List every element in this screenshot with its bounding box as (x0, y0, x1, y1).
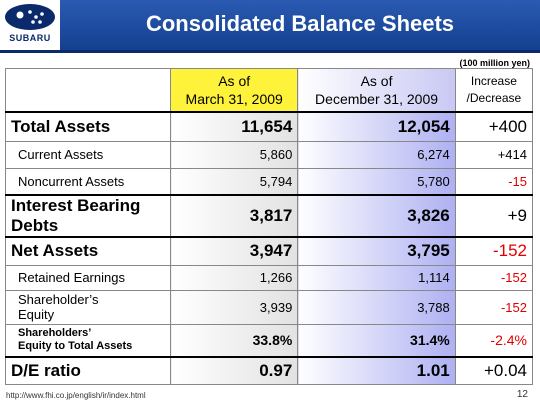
cell-value: 5,794 (170, 167, 299, 196)
row-label: Shareholder’s Equity (4, 289, 172, 325)
cell-value: +0.04 (454, 356, 534, 385)
logo-emblem (5, 4, 55, 30)
unit-note: (100 million yen) (459, 58, 530, 68)
cell-value: 1.01 (297, 356, 456, 385)
row-label: Retained Earnings (4, 264, 172, 291)
cell-value: 5,860 (170, 140, 299, 169)
cell-value: 3,939 (170, 289, 299, 325)
cell-value: 31.4% (297, 323, 456, 358)
table-row: Net Assets 3,947 3,795 -152 (4, 236, 534, 266)
logo: SUBARU (0, 0, 60, 50)
column-header: Increase/Decrease (454, 68, 534, 113)
cell-value: 3,947 (170, 236, 299, 266)
cell-line: Retained Earnings (18, 270, 125, 285)
table-row: D/E ratio 0.97 1.01 +0.04 (4, 356, 534, 385)
row-label: Current Assets (4, 140, 172, 169)
row-label: Interest Bearing Debts (4, 194, 172, 238)
cell-line: Equity to Total Assets (18, 340, 133, 353)
row-label: Net Assets (4, 236, 172, 266)
cell-line: Interest Bearing (11, 196, 141, 215)
table-row: Interest Bearing Debts 3,817 3,826 +9 (4, 194, 534, 238)
cell-line: As of (360, 73, 393, 89)
cell-line: Current Assets (18, 147, 104, 162)
table-row: Current Assets 5,860 6,274 +414 (4, 140, 534, 169)
page-number: 12 (516, 389, 528, 400)
cell-value: +414 (454, 140, 534, 169)
cell-line: Shareholder’s (18, 292, 99, 307)
header-rule (0, 50, 540, 53)
cell-line: D/E ratio (11, 360, 81, 380)
logo-text: SUBARU (9, 33, 51, 43)
table-row: Shareholders’ Equity to Total Assets 33.8%… (4, 323, 534, 358)
header-row: As of March 31, 2009 As of December 31, 200… (4, 68, 534, 113)
cell-value: 3,795 (297, 236, 456, 266)
corner-cell (4, 68, 172, 113)
cell-value: 3,826 (297, 194, 456, 238)
cell-value: 1,266 (170, 264, 299, 291)
cell-value: 5,780 (297, 167, 456, 196)
cell-value: 3,788 (297, 289, 456, 325)
balance-table: As of March 31, 2009 As of December 31, 200… (4, 68, 534, 385)
footer-url: http://www.fhi.co.jp/english/ir/index.ht… (6, 391, 146, 400)
cell-line: Equity (18, 307, 55, 322)
cell-line: Total Assets (11, 116, 111, 136)
cell-value: 6,274 (297, 140, 456, 169)
cell-line: /Decrease (466, 91, 522, 105)
cell-value: 12,054 (297, 111, 456, 142)
row-label: Total Assets (4, 111, 172, 142)
cell-line: Noncurrent Assets (18, 173, 125, 189)
cell-line: Shareholders’ (18, 327, 92, 340)
cell-value: 0.97 (170, 356, 299, 385)
table-row: Shareholder’s Equity 3,939 3,788 -152 (4, 289, 534, 325)
table-row: Noncurrent Assets 5,794 5,780 -15 (4, 167, 534, 196)
cell-line: Increase (470, 74, 517, 88)
cell-value: -152 (454, 236, 534, 266)
cell-value: 3,817 (170, 194, 299, 238)
row-label: Shareholders’ Equity to Total Assets (4, 323, 172, 358)
cell-value: 11,654 (170, 111, 299, 142)
column-header: As of December 31, 2009 (297, 68, 456, 113)
cell-value: +400 (454, 111, 534, 142)
cell-value: +9 (454, 194, 534, 238)
cell-value: -2.4% (454, 323, 534, 358)
cell-line: As of (218, 73, 251, 89)
table-row: Total Assets 11,654 12,054 +400 (4, 111, 534, 142)
cell-line: Debts (11, 216, 59, 235)
cell-value: -152 (454, 264, 534, 291)
cell-value: -152 (454, 289, 534, 325)
cell-value: 1,114 (297, 264, 456, 291)
row-label: D/E ratio (4, 356, 172, 385)
cell-value: 33.8% (170, 323, 299, 358)
table-row: Retained Earnings 1,266 1,114 -152 (4, 264, 534, 291)
row-label: Noncurrent Assets (4, 167, 172, 196)
title: Consolidated Balance Sheets (60, 0, 540, 50)
cell-line: Net Assets (11, 241, 99, 261)
cell-value: -15 (454, 167, 534, 196)
cell-line: December 31, 2009 (315, 91, 439, 107)
cell-line: March 31, 2009 (185, 91, 283, 107)
column-header: As of March 31, 2009 (170, 68, 299, 113)
